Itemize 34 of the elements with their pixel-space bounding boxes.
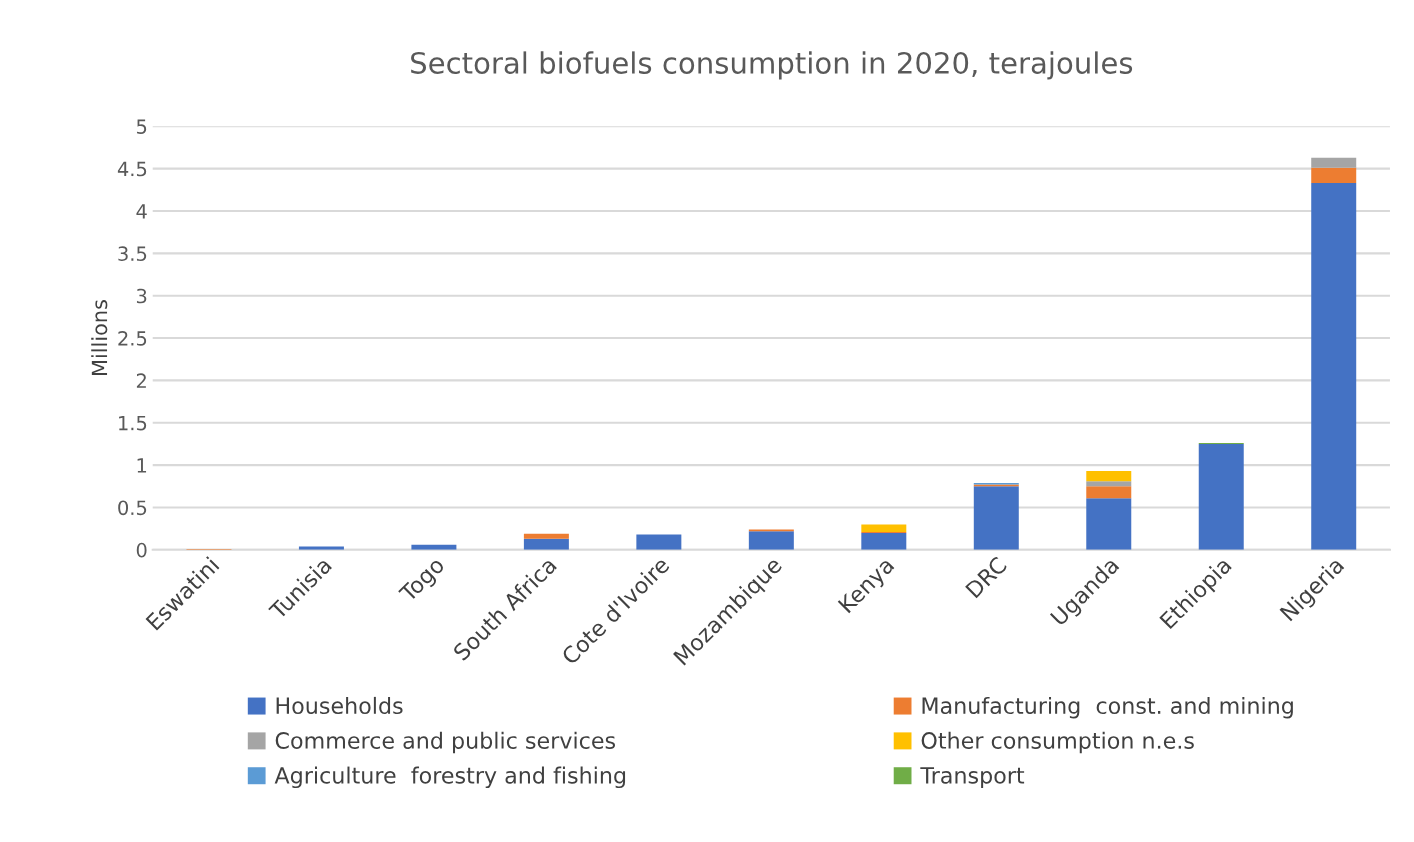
legend-label: Other consumption n.e.s xyxy=(921,731,1194,754)
y-tick-label: 5 xyxy=(136,119,147,134)
bar xyxy=(1086,498,1132,550)
bar xyxy=(1311,157,1357,168)
bar xyxy=(1086,486,1132,499)
bar xyxy=(861,524,907,533)
y-tick-label: 2 xyxy=(136,373,146,388)
bar xyxy=(748,531,794,550)
legend-label: Households xyxy=(276,696,403,715)
bar xyxy=(1086,481,1132,487)
legend-label: Transport xyxy=(920,767,1025,789)
y-tick-label: 1.5 xyxy=(119,415,147,431)
y-tick-label: 4 xyxy=(136,204,147,219)
bar xyxy=(1311,167,1357,184)
bar xyxy=(636,534,682,550)
bar xyxy=(861,532,907,550)
y-tick-label: 0.5 xyxy=(118,500,147,516)
legend-label: Commerce and public services xyxy=(275,731,616,754)
bar xyxy=(1311,183,1357,550)
y-axis-title: Millions xyxy=(91,300,108,375)
bar xyxy=(523,533,569,539)
y-tick-label: 3 xyxy=(136,288,147,304)
y-tick-label: 1 xyxy=(137,458,147,473)
bar xyxy=(1198,443,1244,550)
y-tick-label: 2.5 xyxy=(118,331,147,346)
legend-label: Manufacturing const. and mining xyxy=(922,696,1293,719)
y-tick-label: 4.5 xyxy=(117,161,147,177)
bar xyxy=(523,538,569,550)
bar xyxy=(973,486,1019,550)
bar xyxy=(1086,471,1132,482)
y-tick-label: 3.5 xyxy=(118,246,147,262)
chart-title: Sectoral biofuels consumption in 2020, terajoules xyxy=(411,51,1133,80)
legend-label: Agriculture forestry and fishing xyxy=(274,766,626,789)
y-tick-label: 0 xyxy=(136,542,147,558)
